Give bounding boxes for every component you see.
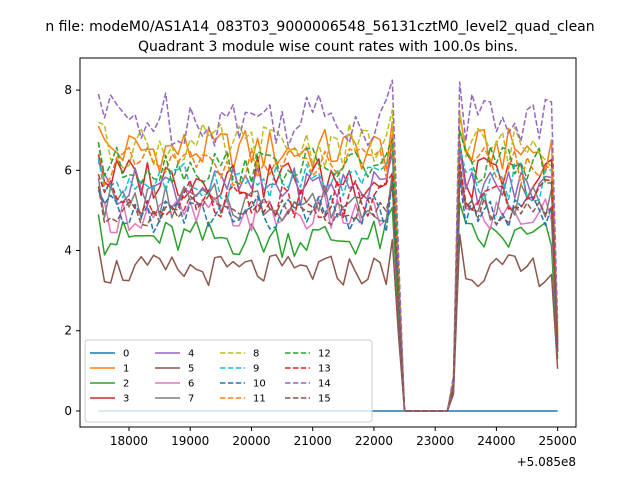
y-tick-label: 2 <box>64 324 72 338</box>
legend-label-4: 4 <box>188 349 194 360</box>
legend-label-8: 8 <box>253 349 259 360</box>
series-line-4 <box>97 149 559 412</box>
x-tick-label: 24000 <box>477 434 515 448</box>
y-tick-label: 8 <box>64 83 72 97</box>
legend-label-9: 9 <box>253 364 259 375</box>
legend-label-3: 3 <box>123 394 129 405</box>
x-tick-label: 19000 <box>171 434 209 448</box>
x-tick-label: 23000 <box>416 434 454 448</box>
legend-label-1: 1 <box>123 364 129 375</box>
y-tick-label: 4 <box>64 244 72 258</box>
legend-label-14: 14 <box>318 379 331 390</box>
series-layer <box>97 79 559 412</box>
series-line-3 <box>97 138 559 412</box>
legend-label-7: 7 <box>188 394 194 405</box>
x-tick-label: 21000 <box>294 434 332 448</box>
legend-label-0: 0 <box>123 349 129 360</box>
x-tick-label: 18000 <box>110 434 148 448</box>
legend-label-5: 5 <box>188 364 194 375</box>
legend-label-13: 13 <box>318 364 331 375</box>
legend-label-2: 2 <box>123 379 129 390</box>
chart-title: Quadrant 3 module wise count rates with … <box>138 39 518 55</box>
legend-label-12: 12 <box>318 349 331 360</box>
axis-ticks: 18000 19000 20000 21000 22000 23000 24000 25000… <box>64 83 576 448</box>
series-line-13 <box>97 161 559 412</box>
legend-label-11: 11 <box>253 394 266 405</box>
legend-label-6: 6 <box>188 379 194 390</box>
series-line-8 <box>98 109 559 412</box>
series-line-6 <box>97 177 559 412</box>
series-line-15 <box>97 173 559 412</box>
legend-label-15: 15 <box>318 394 331 405</box>
series-line-10 <box>97 177 559 412</box>
legend-label-10: 10 <box>253 379 266 390</box>
plot-frame <box>79 57 577 428</box>
series-line-9 <box>97 144 559 412</box>
series-line-11 <box>97 129 559 412</box>
figure-suptitle: n file: modeM0/AS1A14_083T03_9000006548_… <box>45 19 594 35</box>
series-line-2 <box>97 201 559 412</box>
y-tick-label: 0 <box>64 404 72 418</box>
series-line-12 <box>97 129 559 412</box>
x-tick-label: 22000 <box>355 434 393 448</box>
y-tick-label: 6 <box>64 163 72 177</box>
series-line-1 <box>97 113 559 412</box>
x-tick-label: 25000 <box>539 434 577 448</box>
x-tick-label: 20000 <box>232 434 270 448</box>
series-line-14 <box>97 79 559 412</box>
x-offset-label: +5.085e8 <box>517 455 576 469</box>
series-line-5 <box>97 233 559 412</box>
legend-frame <box>84 339 373 423</box>
